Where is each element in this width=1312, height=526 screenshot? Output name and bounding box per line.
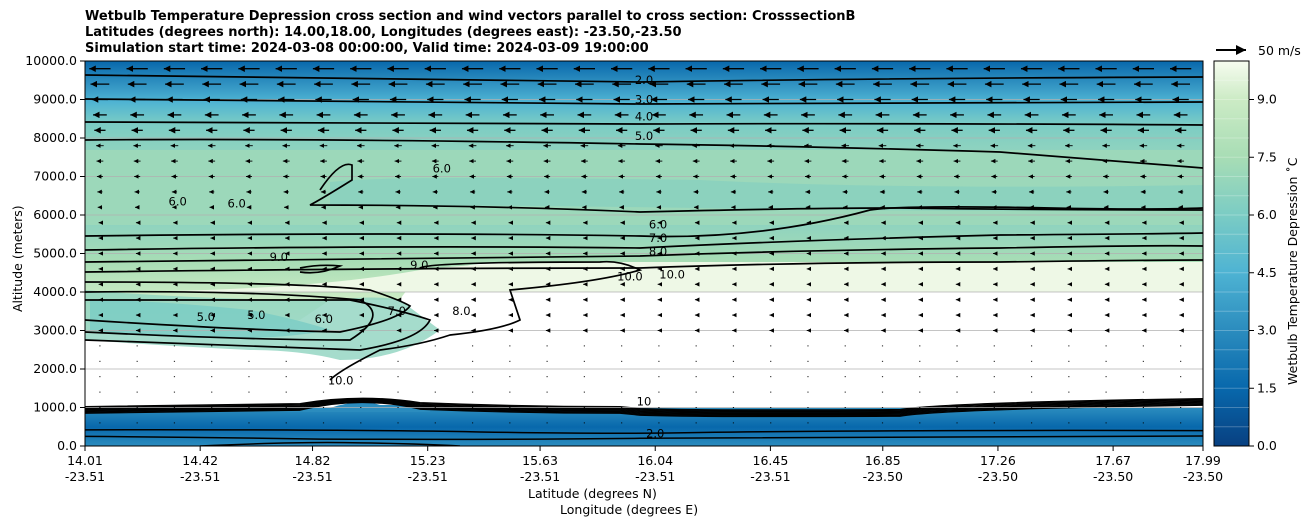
contour-line xyxy=(85,401,1203,418)
x-tick-label-lat: 17.67 xyxy=(1095,453,1131,468)
y-tick-label: 8000.0 xyxy=(33,130,77,145)
x-tick-label-lon: -23.51 xyxy=(520,469,560,484)
contour-label: 7.0 xyxy=(388,304,406,318)
x-axis-label-latitude: Latitude (degrees N) xyxy=(528,486,657,501)
chart-title-line-2: Latitudes (degrees north): 14.00,18.00, … xyxy=(85,25,682,40)
x-tick-label-lon: -23.51 xyxy=(292,469,332,484)
contour-line xyxy=(85,400,1203,416)
x-tick-label-lat: 17.99 xyxy=(1185,453,1221,468)
x-tick-label-lat: 16.85 xyxy=(865,453,901,468)
contour-label: 5.0 xyxy=(197,310,215,324)
chart-title-line-1: Wetbulb Temperature Depression cross sec… xyxy=(85,9,856,24)
x-tick-label-lon: -23.50 xyxy=(863,469,903,484)
contour-label: 7.0 xyxy=(649,231,667,245)
x-tick-label-lat: 17.26 xyxy=(980,453,1016,468)
x-tick-label-lat: 15.63 xyxy=(522,453,558,468)
y-axis-label: Altitude (meters) xyxy=(10,205,25,312)
contour-label: 6.0 xyxy=(433,162,451,176)
contour-label: 9.0 xyxy=(410,258,428,272)
x-axis: 14.01-23.5114.42-23.5114.82-23.5115.23-2… xyxy=(65,446,1223,484)
y-tick-label: 9000.0 xyxy=(33,92,77,107)
contour-line xyxy=(85,401,1203,417)
contour-label: 2.0 xyxy=(635,73,653,87)
x-tick-label-lat: 15.23 xyxy=(410,453,446,468)
contour-label: 6.0 xyxy=(228,196,246,210)
y-axis: 0.0 1000.0 2000.0 3000.0 4000.0 5000.0 6000.0 7… xyxy=(25,53,85,453)
contour-label: 6.0 xyxy=(169,194,187,208)
x-tick-label-lon: -23.51 xyxy=(65,469,105,484)
x-tick-label-lat: 14.42 xyxy=(182,453,218,468)
y-tick-label: 0.0 xyxy=(57,438,77,453)
colorbar-tick-label: 1.5 xyxy=(1257,380,1277,395)
y-tick-label: 1000.0 xyxy=(33,400,77,415)
x-axis-label-longitude: Longitude (degrees E) xyxy=(560,502,699,517)
contour-label: 3.0 xyxy=(635,92,653,106)
contour-labels: 2.03.04.05.06.07.08.010.0 10.06.06.0 6.09.… xyxy=(169,73,685,441)
contour-label: 10 xyxy=(637,395,652,409)
x-tick-label-lon: -23.50 xyxy=(978,469,1018,484)
contour-label: 10.0 xyxy=(659,268,685,282)
colorbar xyxy=(1213,60,1250,447)
contour-label: 4.0 xyxy=(635,110,653,124)
x-tick-label-lat: 14.82 xyxy=(295,453,331,468)
colorbar-tick-label: 6.0 xyxy=(1257,207,1277,222)
y-tick-label: 3000.0 xyxy=(33,323,77,338)
contour-label: 5.0 xyxy=(635,129,653,143)
y-tick-label: 6000.0 xyxy=(33,207,77,222)
upper-dry-band xyxy=(85,61,1203,151)
contour-label: 8.0 xyxy=(452,304,470,318)
colorbar-tick-label: 0.0 xyxy=(1257,438,1277,453)
plot-area: 2.03.04.05.06.07.08.010.0 10.06.06.0 6.09.… xyxy=(85,61,1203,446)
contour-line xyxy=(85,435,1203,441)
colorbar-label: Wetbulb Temperature Depression ˚C xyxy=(1285,157,1300,385)
colorbar-tick-label: 3.0 xyxy=(1257,323,1277,338)
colorbar-tick-label: 7.5 xyxy=(1257,149,1277,164)
y-tick-label: 5000.0 xyxy=(33,246,77,261)
contour-label: 10.0 xyxy=(617,269,643,283)
contour-line xyxy=(85,429,1203,435)
x-tick-label-lon: -23.51 xyxy=(408,469,448,484)
colorbar-ticks: 0.0 1.5 3.0 4.5 6.0 7.5 9.0 xyxy=(1249,92,1277,453)
contour-line xyxy=(85,399,1203,414)
contour-line xyxy=(199,441,461,446)
x-tick-label-lon: -23.51 xyxy=(750,469,790,484)
colorbar-tick-label: 4.5 xyxy=(1257,265,1277,280)
contour-label: 5.0 xyxy=(247,308,265,322)
x-tick-label-lon: -23.51 xyxy=(635,469,675,484)
contour-line xyxy=(85,398,1203,413)
contour-label: 2.0 xyxy=(646,427,664,441)
x-tick-label-lat: 14.01 xyxy=(67,453,103,468)
contour-line xyxy=(85,397,1203,411)
contour-label: 6.0 xyxy=(649,217,667,231)
mid-level-band xyxy=(85,225,1203,330)
y-tick-label: 4000.0 xyxy=(33,284,77,299)
contour-line xyxy=(85,400,1203,415)
colorbar-tick-label: 9.0 xyxy=(1257,92,1277,107)
x-tick-label-lon: -23.50 xyxy=(1183,469,1223,484)
x-tick-label-lon: -23.51 xyxy=(180,469,220,484)
x-tick-label-lon: -23.50 xyxy=(1093,469,1133,484)
y-tick-label: 2000.0 xyxy=(33,361,77,376)
contour-label: 6.0 xyxy=(315,312,333,326)
y-tick-label: 10000.0 xyxy=(25,53,77,68)
chart-title-line-3: Simulation start time: 2024-03-08 00:00:… xyxy=(85,41,649,56)
contour-line xyxy=(85,399,1203,413)
x-tick-label-lat: 16.45 xyxy=(753,453,789,468)
contour-label: 10.0 xyxy=(328,373,354,387)
x-tick-label-lat: 16.04 xyxy=(637,453,673,468)
wind-vectors xyxy=(89,65,1192,424)
contour-label: 9.0 xyxy=(270,250,288,264)
y-tick-label: 7000.0 xyxy=(33,169,77,184)
vector-key-label: 50 m/s xyxy=(1258,43,1301,58)
contour-label: 8.0 xyxy=(649,244,667,258)
